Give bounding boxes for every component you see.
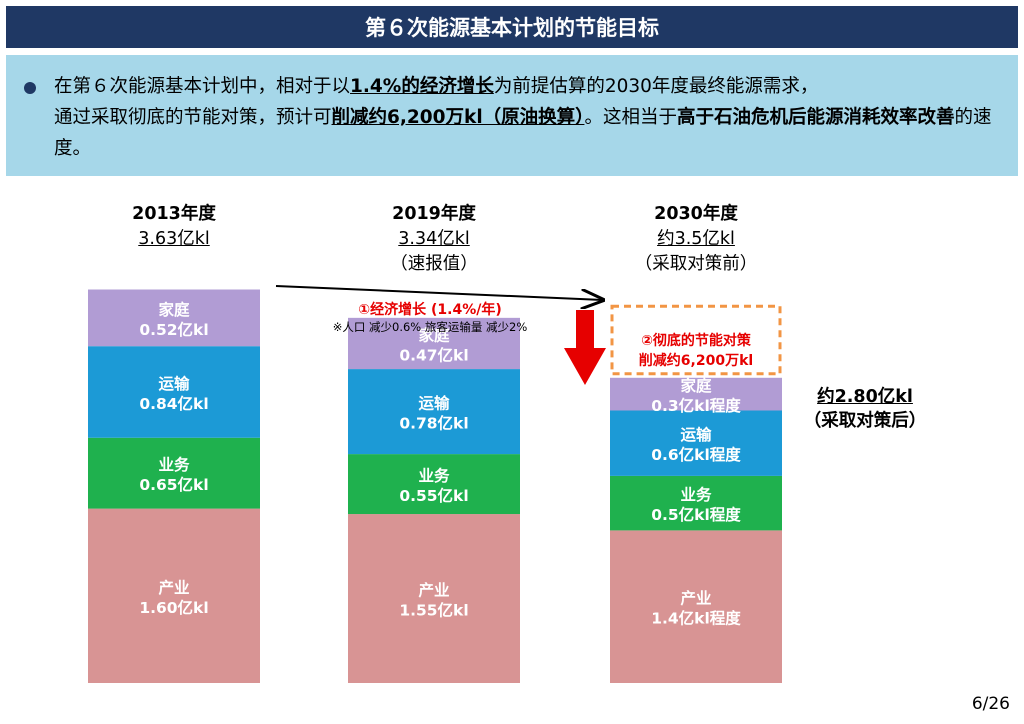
bar-segment-household [348, 317, 520, 370]
summary-box: 在第６次能源基本计划中，相对于以1.4%的经济增长为前提估算的2030年度最终能… [6, 55, 1018, 176]
column-year: 2019年度 [392, 204, 476, 224]
segment-value-label: 0.52亿kl [139, 320, 208, 339]
segment-name-label: 业务 [680, 485, 712, 504]
bar-segment-business [610, 475, 782, 531]
column-total: 3.63亿kl [138, 229, 210, 249]
page-number: 6/26 [971, 694, 1010, 714]
bullet-icon [24, 82, 36, 94]
segment-name-label: 运输 [680, 425, 712, 444]
segment-value-label: 0.65亿kl [139, 475, 208, 494]
segment-name-label: 业务 [418, 466, 450, 485]
growth-annotation: ①经济增长 (1.4%/年) ※人口 减少0.6% 旅客运输量 减少2% [290, 299, 570, 335]
segment-value-label: 1.60亿kl [139, 598, 208, 617]
segment-name-label: 家庭 [680, 376, 712, 395]
column-year: 2013年度 [132, 204, 216, 224]
segment-name-label: 业务 [158, 455, 190, 474]
segment-value-label: 0.55亿kl [399, 486, 468, 505]
bar-segment-transport [88, 346, 260, 438]
column-header-2030: 2030年度 约3.5亿kl （采取对策前） [610, 202, 782, 277]
after-measures-label: 约2.80亿kl （采取对策后） [790, 385, 940, 433]
column-total: 约3.5亿kl [657, 229, 735, 249]
after-value: 约2.80亿kl [817, 387, 913, 407]
summary-part-4: 。这相当于 [584, 107, 677, 128]
reduction-arrow-icon [564, 310, 606, 385]
bar-segment-industry [88, 508, 260, 683]
summary-text: 在第６次能源基本计划中，相对于以1.4%的经济增长为前提估算的2030年度最终能… [54, 71, 1002, 164]
reduction-dashed-box [610, 304, 782, 376]
growth-label: ①经济增长 (1.4%/年) [358, 302, 502, 318]
summary-reduction-highlight: 削减约6,200万kl（原油换算） [331, 107, 585, 128]
column-header-2013: 2013年度 3.63亿kl [88, 202, 260, 252]
segment-name-label: 家庭 [158, 300, 190, 319]
after-note: （采取对策后） [803, 411, 927, 431]
column-total: 3.34亿kl [398, 229, 470, 249]
summary-part-5: 的速度。 [54, 107, 992, 159]
segment-name-label: 家庭 [418, 325, 450, 344]
bar-segment-business [88, 437, 260, 509]
bar-segment-industry [348, 514, 520, 683]
segment-value-label: 1.4亿kl程度 [651, 609, 741, 628]
growth-arrow [275, 285, 603, 300]
bar-segment-household [610, 377, 782, 411]
segment-name-label: 运输 [418, 394, 450, 413]
segment-value-label: 0.3亿kl程度 [651, 396, 741, 415]
saving-line-2: 削减约6,200万kl [638, 353, 754, 369]
bar-segment-transport [348, 369, 520, 455]
summary-efficiency-highlight: 高于石油危机后能源消耗效率改善 [676, 107, 955, 128]
segment-value-label: 0.47亿kl [399, 345, 468, 364]
segment-name-label: 产业 [158, 578, 189, 597]
column-note: （速报值） [390, 254, 478, 274]
summary-growth-highlight: 1.4%的经济增长 [350, 76, 494, 97]
segment-name-label: 运输 [158, 374, 190, 393]
column-year: 2030年度 [654, 204, 738, 224]
column-note: （采取对策前） [634, 254, 758, 274]
segment-value-label: 0.84亿kl [139, 394, 208, 413]
saving-annotation: ②彻底的节能对策 削减约6,200万kl [612, 331, 780, 371]
bar-segment-business [348, 454, 520, 515]
column-header-2019: 2019年度 3.34亿kl （速报值） [348, 202, 520, 277]
segment-name-label: 产业 [680, 589, 711, 608]
page-title: 第６次能源基本计划的节能目标 [6, 6, 1018, 48]
segment-value-label: 0.78亿kl [399, 414, 468, 433]
segment-value-label: 0.6亿kl程度 [651, 445, 741, 464]
summary-part-1: 在第６次能源基本计划中，相对于以 [54, 76, 351, 97]
summary-part-3: 通过采取彻底的节能对策，预计可 [54, 107, 332, 128]
growth-note: ※人口 减少0.6% 旅客运输量 减少2% [332, 320, 528, 334]
segment-value-label: 0.5亿kl程度 [651, 505, 741, 524]
bar-segment-industry [610, 530, 782, 683]
summary-part-2: 为前提估算的2030年度最终能源需求， [493, 76, 819, 97]
saving-line-1: ②彻底的节能对策 [641, 333, 751, 349]
segment-name-label: 产业 [418, 581, 449, 600]
segment-value-label: 1.55亿kl [399, 601, 468, 620]
bar-segment-household [88, 289, 260, 347]
bar-segment-transport [610, 410, 782, 476]
